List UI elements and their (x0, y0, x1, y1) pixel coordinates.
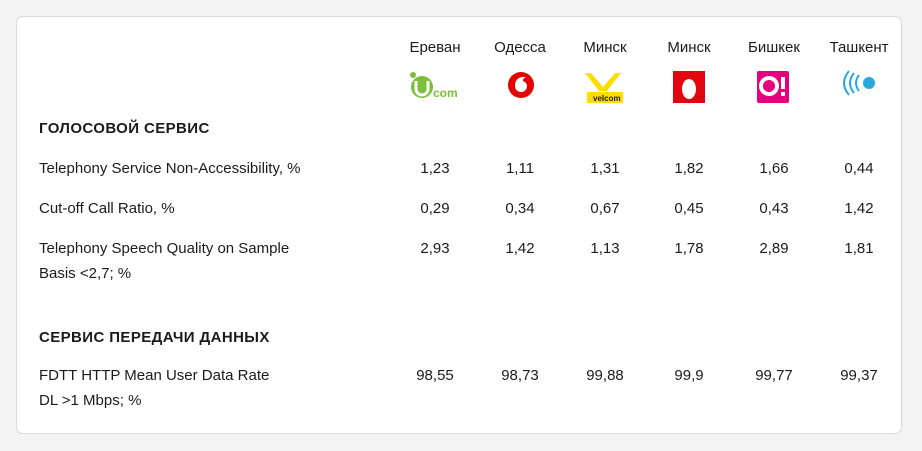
column-city-tashkent: Ташкент (829, 39, 889, 56)
value-cell: 99,77 (755, 367, 793, 384)
vodafone-logo-icon (508, 72, 534, 98)
value-cell: 98,73 (501, 367, 539, 384)
velcom-logo-icon: velcom (585, 73, 623, 103)
metric-label: Telephony Service Non-Accessibility, % (39, 160, 301, 177)
value-cell: 98,55 (416, 367, 454, 384)
velcom-logo-text: velcom (593, 94, 621, 103)
column-city-odessa: Одесса (494, 39, 546, 56)
value-cell: 1,23 (420, 160, 450, 177)
metric-non-accessibility: Telephony Service Non-Accessibility, % (39, 156, 369, 181)
value-cell: 1,31 (590, 160, 620, 177)
beeline-waves-logo-icon (843, 70, 875, 96)
value-cell: 99,37 (840, 367, 878, 384)
value-cell: 1,66 (759, 160, 789, 177)
value-cell: 0,34 (505, 200, 535, 217)
metric-label-line-1: Telephony Speech Quality on Sample (39, 240, 290, 257)
ucom-logo-text: com (433, 86, 458, 100)
value-cell: 0,43 (759, 200, 789, 217)
metric-cut-off-call-ratio: Cut-off Call Ratio, % (39, 196, 369, 221)
value-cell: 2,89 (759, 240, 789, 257)
mts-egg-logo-icon (673, 71, 705, 103)
value-cell: 1,11 (505, 160, 535, 177)
column-city-minsk-2: Минск (667, 39, 711, 56)
metric-http-data-rate: FDTT HTTP Mean User Data Rate DL >1 Mbps… (39, 363, 369, 413)
value-cell: 1,81 (844, 240, 874, 257)
value-cell: 0,29 (420, 200, 450, 217)
operator-comparison-card: Ереван Одесса Минск Минск Бишкек Ташкент… (16, 16, 902, 434)
value-cell: 0,45 (674, 200, 704, 217)
value-cell: 0,67 (590, 200, 620, 217)
metric-label-line-1: FDTT HTTP Mean User Data Rate (39, 367, 270, 384)
value-cell: 1,13 (590, 240, 620, 257)
section-data-service: СЕРВИС ПЕРЕДАЧИ ДАННЫХ (39, 329, 270, 346)
column-city-minsk-1: Минск (583, 39, 627, 56)
metric-label-line-2: Basis <2,7; % (39, 265, 132, 282)
value-cell: 0,44 (844, 160, 874, 177)
section-voice-service: ГОЛОСОВОЙ СЕРВИС (39, 120, 210, 137)
value-cell: 2,93 (420, 240, 450, 257)
metric-speech-quality: Telephony Speech Quality on Sample Basis… (39, 236, 369, 286)
value-cell: 1,42 (505, 240, 535, 257)
column-city-yerevan: Ереван (409, 39, 461, 56)
metric-label-line-2: DL >1 Mbps; % (39, 392, 142, 409)
o-logo-icon (757, 71, 789, 103)
value-cell: 1,82 (674, 160, 704, 177)
value-cell: 1,42 (844, 200, 874, 217)
metric-label: Cut-off Call Ratio, % (39, 200, 175, 217)
value-cell: 99,9 (674, 367, 704, 384)
value-cell: 99,88 (586, 367, 624, 384)
ucom-logo-icon: com (410, 72, 458, 100)
value-cell: 1,78 (674, 240, 704, 257)
column-city-bishkek: Бишкек (748, 39, 800, 56)
